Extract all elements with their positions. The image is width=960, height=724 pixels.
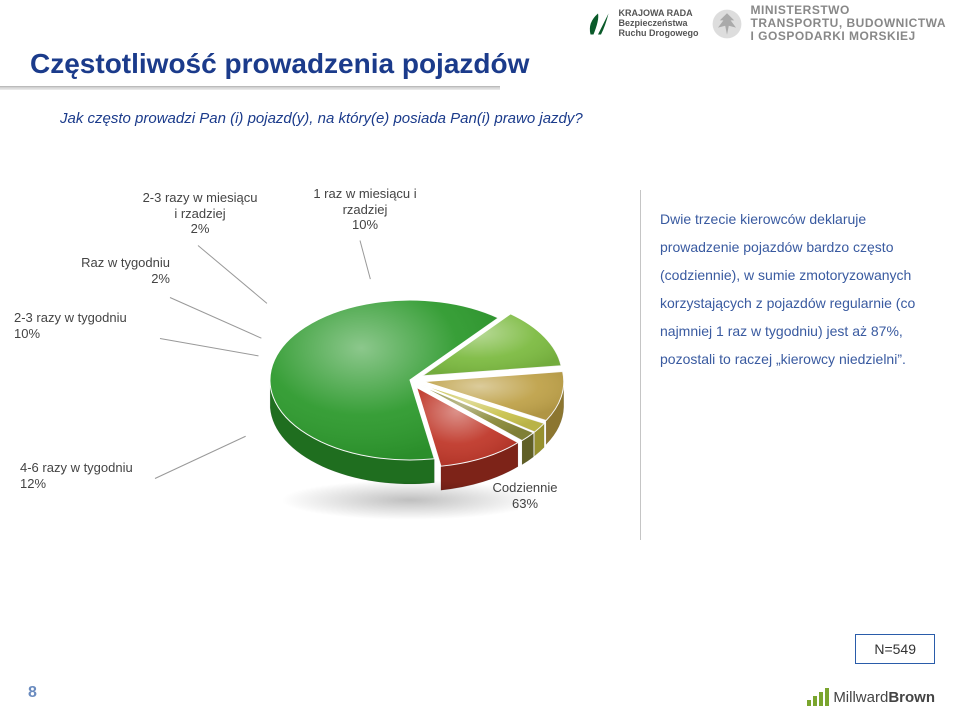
label-2-3-miesiac: 2-3 razy w miesiącui rzadziej2%: [130, 190, 270, 237]
n-box: N=549: [855, 634, 935, 664]
header-logos: KRAJOWA RADA Bezpieczeństwa Ruchu Drogow…: [583, 4, 946, 44]
pie-wrap: [250, 250, 570, 510]
eagle-icon: [709, 6, 745, 42]
millward-bars-icon: [807, 688, 829, 706]
page-number: 8: [28, 684, 37, 702]
pie-svg: [250, 250, 570, 510]
footer-brand-text: MillwardBrown: [833, 689, 935, 706]
krbrd-text: KRAJOWA RADA Bezpieczeństwa Ruchu Drogow…: [619, 9, 699, 39]
title-underline: [0, 86, 500, 90]
page-subtitle: Jak często prowadzi Pan (i) pojazd(y), n…: [60, 110, 583, 127]
leader-line: [170, 297, 262, 339]
leader-line: [155, 436, 246, 479]
label-2-3-tydzien: 2-3 razy w tygodniu10%: [14, 310, 164, 341]
ministry-logo: MINISTERSTWO TRANSPORTU, BUDOWNICTWA I G…: [709, 4, 946, 44]
krbrd-line3: Ruchu Drogowego: [619, 29, 699, 39]
krbrd-icon: [583, 9, 613, 39]
label-raz-tydzien: Raz w tygodniu2%: [50, 255, 170, 286]
vertical-divider: [640, 190, 641, 540]
pie-chart: 1 raz w miesiącu irzadziej10% 2-3 razy w…: [20, 190, 630, 540]
footer-brand-logo: MillwardBrown: [807, 688, 935, 706]
pie-shadow: [280, 480, 540, 520]
label-1raz-miesiac: 1 raz w miesiącu irzadziej10%: [290, 186, 440, 233]
ministry-line3: I GOSPODARKI MORSKIEJ: [751, 30, 946, 43]
krbrd-logo: KRAJOWA RADA Bezpieczeństwa Ruchu Drogow…: [583, 9, 699, 39]
page-title: Częstotliwość prowadzenia pojazdów: [30, 48, 529, 80]
label-4-6-tydzien: 4-6 razy w tygodniu12%: [20, 460, 160, 491]
commentary-text: Dwie trzecie kierowców deklaruje prowadz…: [660, 205, 940, 373]
ministry-text: MINISTERSTWO TRANSPORTU, BUDOWNICTWA I G…: [751, 4, 946, 44]
leader-line: [160, 338, 259, 356]
